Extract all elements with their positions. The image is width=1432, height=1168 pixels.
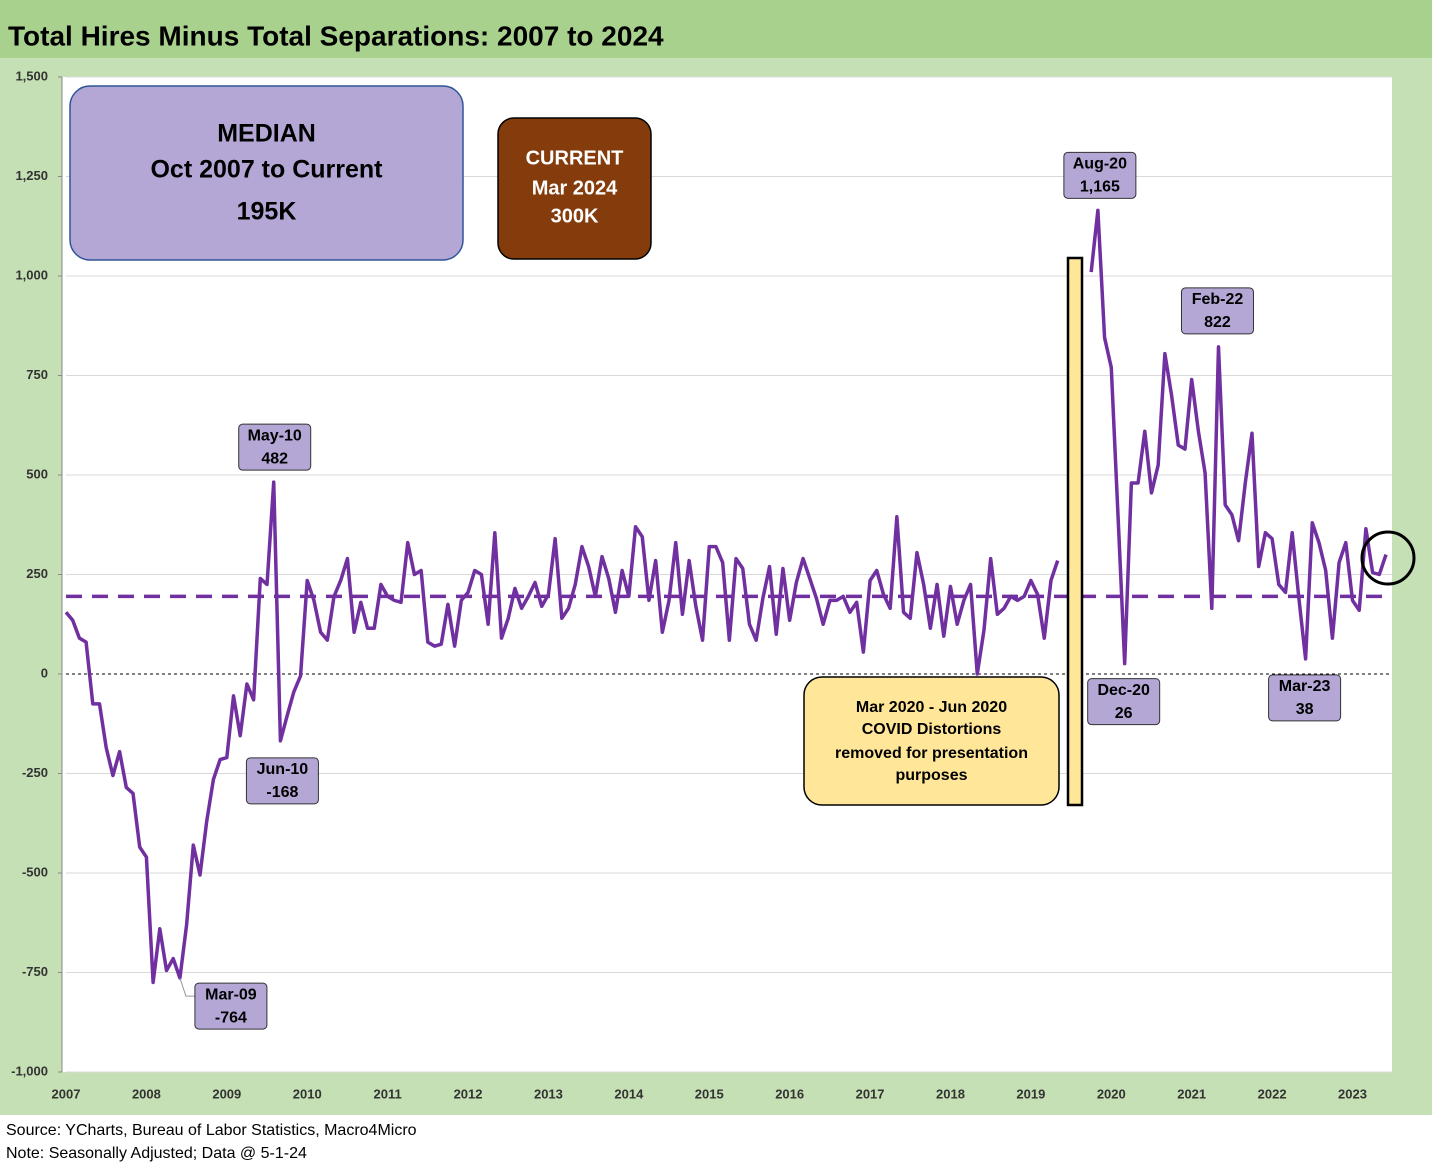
covid-bar bbox=[1066, 256, 1084, 807]
text-box bbox=[497, 117, 652, 260]
callout-box bbox=[1063, 151, 1137, 199]
x-tick-label: 2015 bbox=[695, 1086, 724, 1101]
chart-title: Total Hires Minus Total Separations: 200… bbox=[8, 20, 664, 51]
text-box-line: purposes bbox=[895, 767, 967, 784]
y-tick-label: -750 bbox=[22, 964, 48, 979]
text-box-line: Oct 2007 to Current bbox=[150, 156, 383, 184]
y-tick-label: 250 bbox=[26, 566, 48, 581]
callout-value: 482 bbox=[261, 450, 288, 467]
text-box bbox=[803, 676, 1060, 806]
current-circle bbox=[1360, 530, 1416, 586]
x-tick-label: 2011 bbox=[374, 1086, 402, 1101]
callout-label: Jun-10 bbox=[257, 761, 309, 778]
callout-value: 26 bbox=[1115, 705, 1133, 722]
footer bbox=[0, 1115, 1432, 1168]
x-tick-label: 2008 bbox=[132, 1086, 161, 1101]
callout-value: -168 bbox=[266, 784, 298, 801]
callout-label: Dec-20 bbox=[1097, 682, 1150, 699]
title-band bbox=[0, 0, 1432, 58]
x-tick-label: 2022 bbox=[1258, 1086, 1287, 1101]
text-box-line: removed for presentation bbox=[835, 745, 1028, 762]
callout-box bbox=[1180, 287, 1254, 335]
x-tick-label: 2010 bbox=[293, 1086, 322, 1101]
x-tick-label: 2018 bbox=[936, 1086, 965, 1101]
callout-box bbox=[245, 757, 319, 805]
text-box-line: Mar 2020 - Jun 2020 bbox=[856, 699, 1007, 716]
callout-label: Mar-23 bbox=[1279, 678, 1331, 695]
text-box-line: CURRENT bbox=[526, 147, 624, 169]
y-tick-label: 1,000 bbox=[15, 267, 48, 282]
callout-label: May-10 bbox=[248, 427, 302, 444]
callout-label: Aug-20 bbox=[1073, 156, 1127, 173]
x-tick-label: 2016 bbox=[775, 1086, 804, 1101]
marks: MEDIAN Oct 2007 to Current 195K CURRENT Mar … bbox=[64, 85, 1416, 1030]
text-box-line: 300K bbox=[551, 205, 599, 227]
x-tick-label: 2014 bbox=[614, 1086, 644, 1101]
callout-label: Mar-09 bbox=[205, 986, 257, 1003]
source: Source: YCharts, Bureau of Labor Statist… bbox=[6, 1122, 417, 1139]
y-tick-label: 500 bbox=[26, 466, 48, 481]
text-box bbox=[69, 85, 464, 261]
callout-box bbox=[194, 982, 268, 1030]
y-tick-label: 1,500 bbox=[15, 68, 48, 83]
callout-value: 38 bbox=[1296, 701, 1314, 718]
grid bbox=[58, 76, 1392, 1073]
x-tick-label: 2020 bbox=[1097, 1086, 1126, 1101]
x-tick-label: 2007 bbox=[52, 1086, 81, 1101]
x-tick-label: 2023 bbox=[1338, 1086, 1367, 1101]
y-tick-label: -500 bbox=[22, 864, 48, 879]
text-box-line: COVID Distortions bbox=[862, 721, 1002, 738]
x-tick-label: 2017 bbox=[856, 1086, 885, 1101]
x-tick-label: 2021 bbox=[1177, 1086, 1206, 1101]
y-tick-label: 0 bbox=[41, 665, 48, 680]
callout-box bbox=[1268, 674, 1342, 722]
y-tick-label: -1,000 bbox=[11, 1063, 48, 1078]
callout-value: 1,165 bbox=[1080, 179, 1120, 196]
callout-value: -764 bbox=[215, 1009, 247, 1026]
note: Note: Seasonally Adjusted; Data @ 5-1-24 bbox=[6, 1145, 307, 1162]
text-box-line: Mar 2024 bbox=[532, 177, 618, 199]
callout-label: Feb-22 bbox=[1192, 291, 1244, 308]
text-box-line: MEDIAN bbox=[217, 120, 316, 148]
y-tick-label: -250 bbox=[22, 765, 48, 780]
series-line bbox=[64, 208, 1388, 985]
callout-value: 822 bbox=[1204, 314, 1231, 331]
y-tick-label: 750 bbox=[26, 367, 48, 382]
x-tick-label: 2012 bbox=[454, 1086, 483, 1101]
x-tick-label: 2009 bbox=[212, 1086, 241, 1101]
callout-box bbox=[238, 423, 312, 471]
x-tick-label: 2019 bbox=[1016, 1086, 1045, 1101]
y-tick-label: 1,250 bbox=[15, 168, 48, 183]
text-box-line: 195K bbox=[237, 198, 297, 226]
callout-box bbox=[1087, 678, 1161, 726]
leader-line bbox=[179, 977, 195, 997]
x-tick-label: 2013 bbox=[534, 1086, 563, 1101]
